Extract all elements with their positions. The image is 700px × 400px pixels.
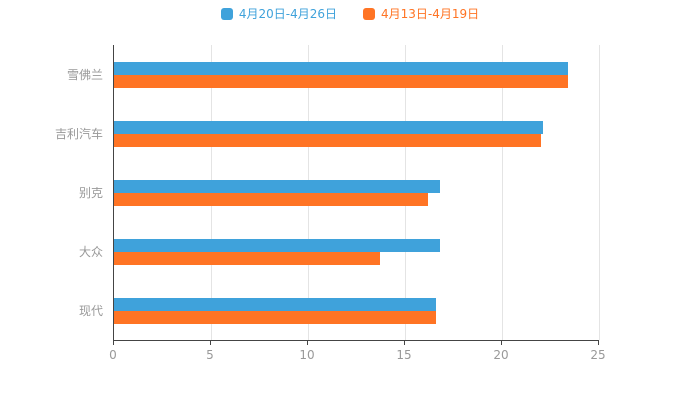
legend-item-series2[interactable]: 4月13日-4月19日 xyxy=(363,7,479,21)
x-tick-label: 0 xyxy=(109,348,117,362)
bar-大众-current-week xyxy=(114,238,440,252)
gridline xyxy=(502,45,503,340)
category-label: 现代 xyxy=(78,303,103,318)
bar-别克-current-week xyxy=(114,179,440,193)
x-tick-mark xyxy=(501,340,502,345)
category-label: 吉利汽车 xyxy=(54,126,103,141)
bar-雪佛兰-previous-week xyxy=(114,74,568,88)
bar-现代-previous-week xyxy=(114,310,437,324)
legend-marker-series1-icon xyxy=(220,8,233,20)
category-label: 大众 xyxy=(78,244,103,259)
legend: 4月20日-4月26日 4月13日-4月19日 xyxy=(0,7,700,21)
bar-吉利汽车-previous-week xyxy=(114,133,541,147)
x-tick-label: 5 xyxy=(206,348,214,362)
gridline xyxy=(599,45,600,340)
x-tick-mark xyxy=(404,340,405,345)
category-label: 雪佛兰 xyxy=(66,67,103,82)
legend-label-series1: 4月20日-4月26日 xyxy=(238,7,337,21)
legend-item-series1[interactable]: 4月20日-4月26日 xyxy=(220,7,337,21)
legend-label-series2: 4月13日-4月19日 xyxy=(381,7,480,21)
x-tick-label: 25 xyxy=(590,348,606,362)
category-label: 别克 xyxy=(78,185,103,200)
bar-别克-previous-week xyxy=(114,192,429,206)
bar-大众-previous-week xyxy=(114,251,380,265)
x-tick-mark xyxy=(307,340,308,345)
x-tick-mark xyxy=(598,340,599,345)
bar-雪佛兰-current-week xyxy=(114,61,568,75)
bar-吉利汽车-current-week xyxy=(114,120,543,134)
x-tick-mark xyxy=(210,340,211,345)
plot-area xyxy=(113,45,600,341)
x-tick-label: 15 xyxy=(396,348,412,362)
bar-现代-current-week xyxy=(114,297,437,311)
legend-marker-series2-icon xyxy=(363,8,375,20)
x-tick-label: 10 xyxy=(299,348,315,362)
x-tick-mark xyxy=(113,340,114,345)
x-tick-label: 20 xyxy=(493,348,509,362)
